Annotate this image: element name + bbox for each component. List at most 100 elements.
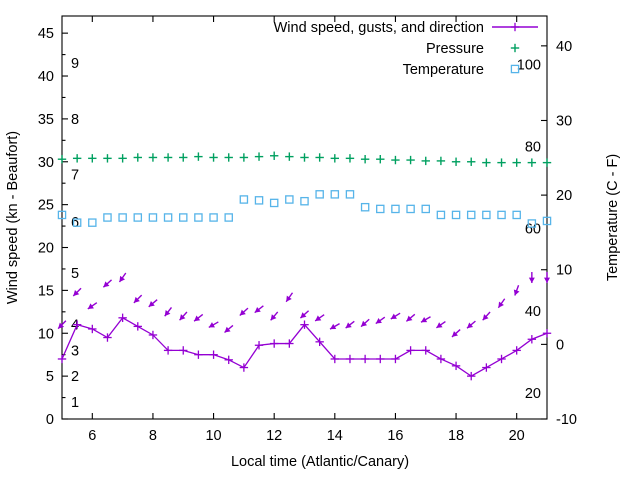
- beaufort-label: 2: [71, 369, 79, 385]
- fahrenheit-label: 80: [525, 140, 541, 156]
- y-axis-tick-label: 25: [38, 198, 54, 214]
- data-point-marker: [527, 219, 537, 228]
- y2-axis-tick-label: 40: [556, 39, 572, 55]
- wind-direction-arrow-head: [87, 303, 94, 309]
- data-point-marker: [315, 190, 324, 199]
- y-axis-tick-label: 30: [38, 155, 54, 171]
- fahrenheit-label: 100: [517, 58, 541, 74]
- x-axis-tick-label: 12: [266, 428, 282, 444]
- legend-label-0: Wind speed, gusts, and direction: [274, 20, 484, 36]
- wind-direction-arrow-head: [330, 323, 337, 330]
- data-point-marker: [163, 213, 173, 222]
- data-point-marker: [285, 195, 294, 204]
- wind-direction-arrow-head: [148, 301, 155, 307]
- data-point-marker: [118, 213, 127, 222]
- wind-direction-arrow-head: [286, 295, 292, 302]
- wind-direction-arrow-head: [119, 275, 126, 283]
- wind-direction-arrow-head: [270, 314, 277, 321]
- wind-direction-arrow-head: [315, 315, 322, 321]
- data-point-marker: [451, 210, 461, 220]
- y-axis-tick-label: 10: [38, 326, 54, 342]
- y-axis-tick-label: 40: [38, 69, 54, 85]
- x-axis-tick-label: 6: [88, 428, 96, 444]
- data-point-marker: [345, 190, 355, 199]
- y-axis-tick-label: 0: [46, 412, 54, 428]
- wind-direction-arrow-head: [300, 312, 307, 319]
- wind-direction-arrow-head: [58, 322, 65, 329]
- beaufort-label: 6: [71, 215, 79, 231]
- wind-direction-arrow-head: [482, 314, 489, 321]
- data-point-marker: [391, 204, 400, 214]
- data-point-marker: [72, 218, 82, 227]
- wind-direction-arrow-head: [103, 281, 110, 288]
- y-axis-tick-label: 15: [38, 283, 54, 299]
- x-axis-tick-label: 18: [448, 428, 464, 444]
- data-point-marker: [482, 210, 491, 220]
- x-axis-tick-label: 16: [387, 428, 403, 444]
- wind-direction-arrow-head: [179, 314, 186, 321]
- data-point-marker: [466, 210, 476, 220]
- data-point-marker: [133, 213, 143, 222]
- wind-direction-arrow-head: [544, 277, 550, 284]
- wind-direction-arrow-head: [451, 331, 458, 337]
- wind-direction-arrow-head: [498, 301, 504, 308]
- beaufort-label: 5: [71, 266, 79, 282]
- data-point-marker: [194, 213, 203, 222]
- data-point-marker: [330, 190, 340, 199]
- data-point-marker: [103, 213, 112, 222]
- wind-direction-arrow-head: [345, 322, 352, 329]
- data-point-marker: [178, 213, 188, 222]
- data-point-marker: [360, 202, 370, 212]
- wind-direction-arrow-head: [420, 316, 428, 323]
- data-point-marker: [406, 204, 415, 214]
- wind-direction-arrow-head: [528, 277, 535, 284]
- y-axis-title: Wind speed (kn - Beaufort): [5, 131, 21, 304]
- x-axis-tick-label: 20: [509, 428, 525, 444]
- wind-direction-arrow-head: [254, 306, 261, 313]
- data-point-marker: [224, 213, 233, 222]
- x-axis-tick-label: 14: [327, 428, 343, 444]
- fahrenheit-label: 40: [525, 304, 541, 320]
- beaufort-label: 4: [71, 318, 79, 334]
- beaufort-label: 8: [71, 112, 79, 128]
- wind-direction-arrow-head: [513, 289, 520, 296]
- data-point-marker: [148, 213, 158, 222]
- y2-axis-tick-label: 30: [556, 113, 572, 129]
- data-point-marker: [497, 210, 506, 220]
- beaufort-label: 3: [71, 343, 79, 359]
- wind-direction-arrow-head: [467, 322, 474, 329]
- wind-direction-arrow-head: [208, 322, 215, 328]
- wind-direction-arrow-head: [224, 326, 231, 333]
- data-point-marker: [542, 216, 552, 226]
- wind-direction-arrow-head: [390, 313, 397, 320]
- x-axis-title: Local time (Atlantic/Canary): [231, 454, 409, 470]
- data-point-marker: [421, 204, 430, 214]
- wind-direction-arrow-head: [239, 309, 246, 316]
- wind-direction-arrow-head: [73, 290, 80, 296]
- data-point-marker: [436, 210, 446, 220]
- y-axis-tick-label: 20: [38, 241, 54, 257]
- beaufort-label: 1: [71, 395, 79, 411]
- data-point-marker: [512, 210, 521, 220]
- y2-axis-title: Temperature (C - F): [605, 154, 621, 281]
- y-axis-tick-label: 35: [38, 112, 54, 128]
- fahrenheit-label: 60: [525, 222, 541, 238]
- data-point-marker: [376, 204, 385, 214]
- x-axis-tick-label: 8: [149, 428, 157, 444]
- wind-direction-arrow-head: [133, 296, 140, 303]
- wind-direction-arrow-head: [375, 317, 382, 324]
- y2-axis-tick-label: -10: [556, 412, 577, 428]
- fahrenheit-label: 20: [525, 386, 541, 402]
- y2-axis-tick-label: 20: [556, 188, 572, 204]
- wind-direction-arrow-head: [361, 320, 368, 327]
- wind-direction-arrow-head: [406, 315, 413, 322]
- data-point-marker: [209, 213, 218, 222]
- x-axis-tick-label: 10: [205, 428, 221, 444]
- y-axis-tick-label: 45: [38, 26, 54, 42]
- beaufort-label: 7: [71, 168, 79, 184]
- wind-direction-arrow-head: [164, 310, 171, 317]
- y2-axis-tick-label: 10: [556, 263, 572, 279]
- data-point-marker: [239, 195, 249, 204]
